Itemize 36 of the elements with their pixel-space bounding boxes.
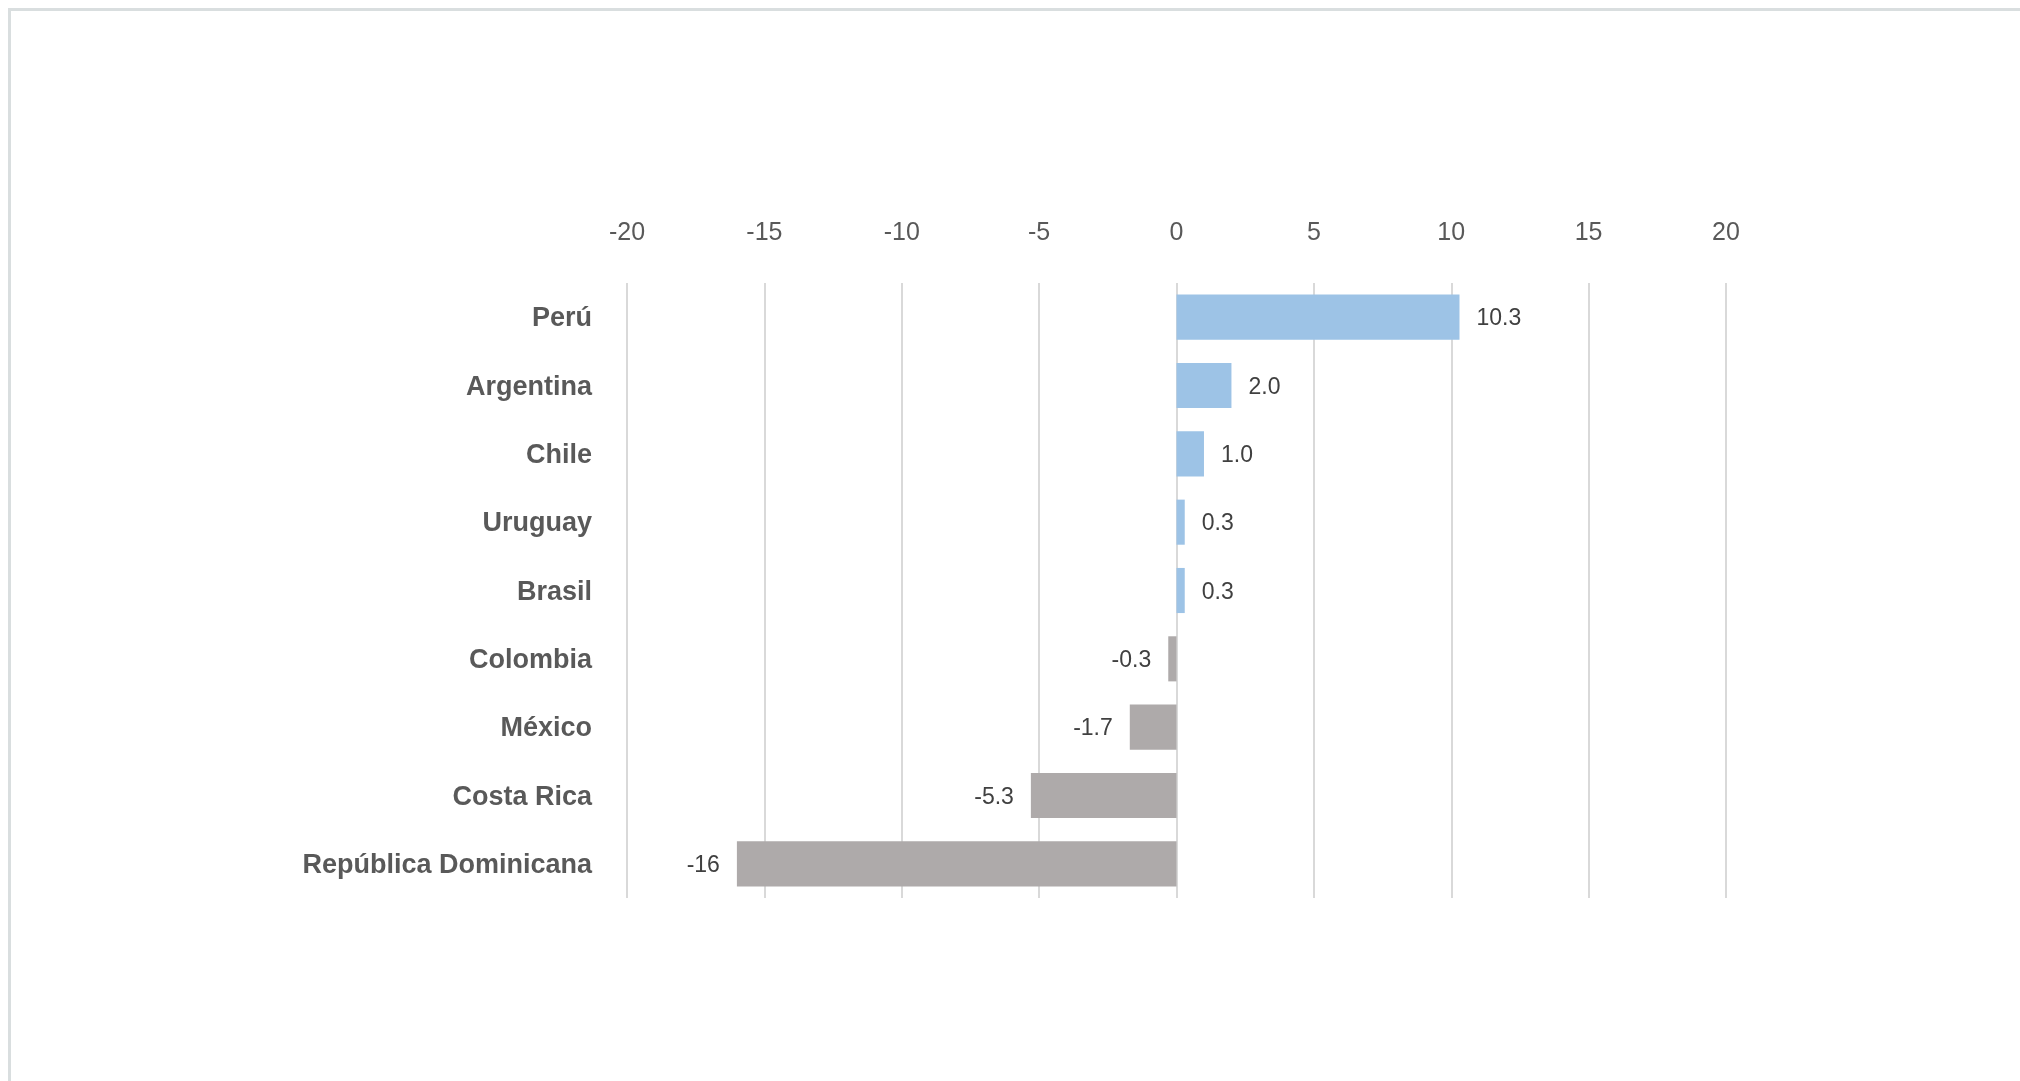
data-label: -16 <box>686 850 720 877</box>
data-label: -5.3 <box>974 782 1014 809</box>
x-tick-label: -20 <box>608 216 646 245</box>
data-label: 10.3 <box>1476 304 1522 331</box>
x-tick-label: -10 <box>883 216 920 245</box>
bar <box>1168 636 1177 682</box>
data-label: -1.7 <box>1073 714 1113 741</box>
bar <box>1176 294 1460 340</box>
y-tick-label: Uruguay <box>482 507 592 538</box>
bar <box>1176 567 1185 614</box>
data-label: 0.3 <box>1201 577 1234 604</box>
x-tick-label: 5 <box>1306 216 1321 245</box>
bar <box>1176 431 1204 477</box>
bar <box>736 841 1177 887</box>
y-tick-label: Chile <box>525 438 592 469</box>
bar <box>1030 772 1177 819</box>
x-tick-label: 20 <box>1712 216 1740 245</box>
data-label: 0.3 <box>1201 509 1234 536</box>
x-tick-label: -5 <box>1028 216 1051 245</box>
y-tick-label: México <box>500 712 592 743</box>
y-tick-label: República Dominicana <box>302 848 593 879</box>
bar <box>1129 704 1177 750</box>
x-tick-label: 15 <box>1574 216 1603 245</box>
x-tick-label: 0 <box>1169 216 1184 245</box>
data-label: 2.0 <box>1248 372 1281 399</box>
data-label: -0.3 <box>1111 645 1152 672</box>
y-tick-label: Perú <box>531 302 592 333</box>
y-tick-label: Costa Rica <box>452 780 593 811</box>
y-tick-label: Brasil <box>516 575 592 606</box>
x-tick-label: 10 <box>1437 216 1466 245</box>
bar <box>1176 362 1232 409</box>
bar <box>1176 499 1185 545</box>
y-tick-label: Argentina <box>465 370 593 401</box>
y-tick-label: Colombia <box>468 643 593 674</box>
data-label: 1.0 <box>1220 440 1253 467</box>
x-tick-label: -15 <box>746 216 783 245</box>
